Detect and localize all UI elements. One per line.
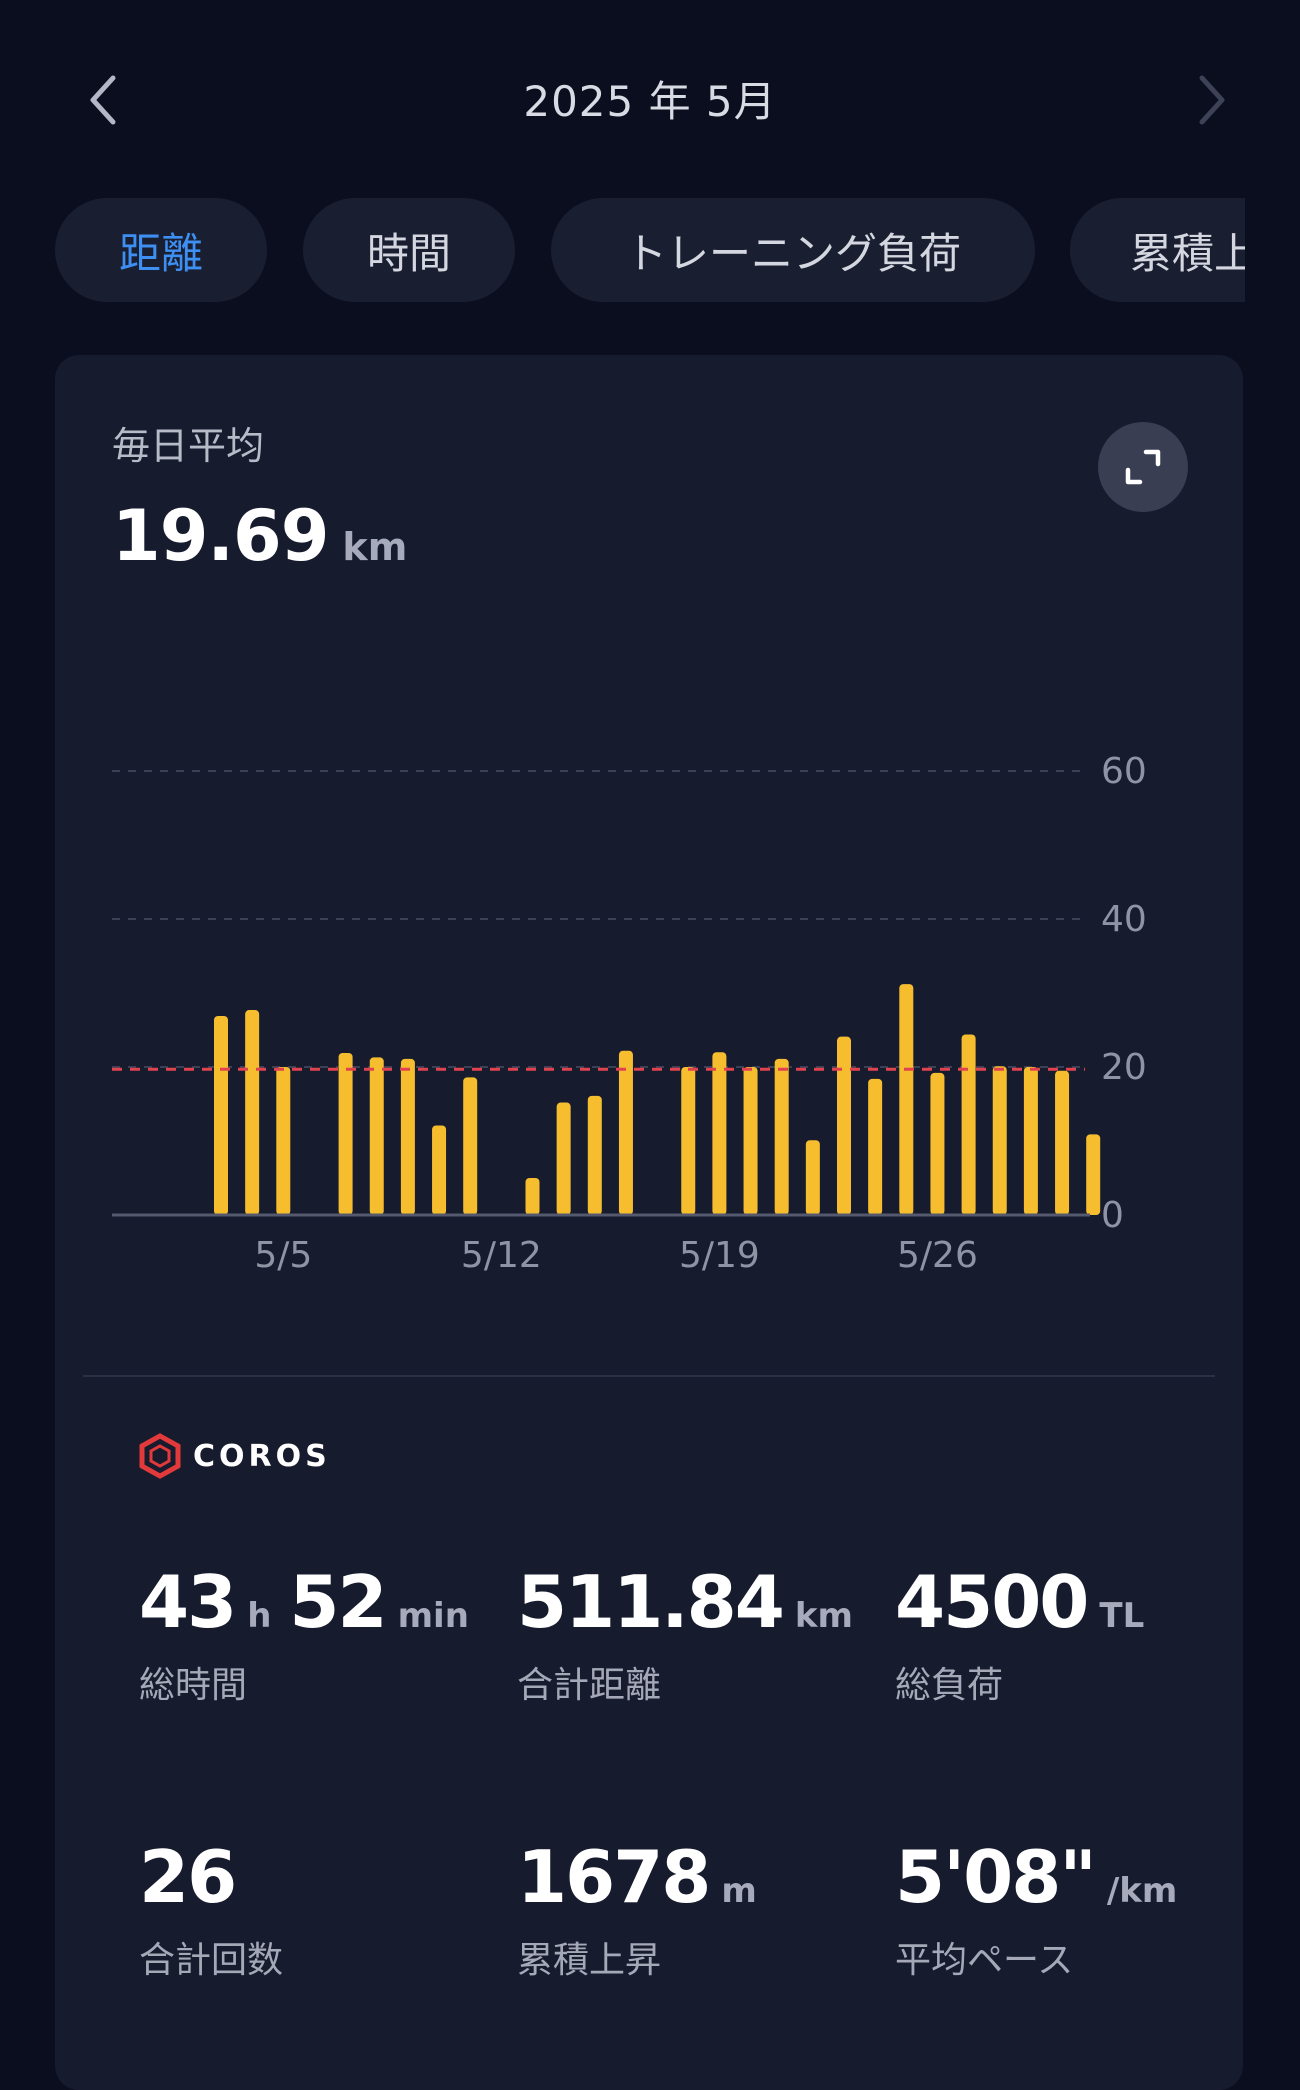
- bar: [961, 1034, 976, 1215]
- stat-label: 合計回数: [139, 1940, 284, 1981]
- stat-label: 累積上昇: [517, 1940, 662, 1981]
- bar: [774, 1058, 789, 1215]
- stat-number: 4500: [895, 1560, 1089, 1644]
- expand-chart-button[interactable]: [1098, 422, 1188, 512]
- bar: [338, 1052, 353, 1215]
- stat-label: 合計距離: [517, 1665, 662, 1706]
- bar: [805, 1140, 820, 1215]
- stat-0: 43 h 52 min 総時間: [139, 1560, 487, 1708]
- stat-unit: h: [247, 1596, 272, 1636]
- tab-training-load[interactable]: トレーニング負荷: [551, 198, 1035, 302]
- stat-unit: /km: [1106, 1871, 1178, 1911]
- bar: [743, 1067, 758, 1215]
- y-tick-label: 0: [1101, 1195, 1124, 1236]
- bar: [400, 1058, 415, 1215]
- bar: [556, 1102, 571, 1215]
- stat-label: 平均ペース: [895, 1940, 1074, 1981]
- y-tick-label: 20: [1101, 1047, 1147, 1088]
- bar: [463, 1077, 478, 1215]
- bar: [432, 1125, 447, 1215]
- stat-value: 5'08"/km: [895, 1835, 1195, 1919]
- tab-distance[interactable]: 距離: [55, 198, 267, 302]
- coros-logo-text: COROS: [193, 1438, 331, 1474]
- y-tick-label: 40: [1101, 899, 1147, 940]
- bar: [681, 1067, 696, 1215]
- bar: [369, 1057, 384, 1215]
- bar: [837, 1036, 851, 1215]
- stat-unit: TL: [1099, 1596, 1145, 1636]
- statistics-card: 毎日平均 19.69 km 0 20 40 60 5/5 5/12 5/19 5/26 CORO…: [55, 355, 1243, 2090]
- stat-value: 4500 TL: [895, 1560, 1162, 1644]
- daily-distance-chart: 0 20 40 60 5/5 5/12 5/19 5/26: [112, 751, 1147, 1276]
- stat-number: 43: [139, 1560, 237, 1644]
- x-tick-label: 5/26: [897, 1235, 978, 1276]
- stat-value: 26: [139, 1835, 283, 1919]
- bar: [587, 1095, 602, 1215]
- month-title: 2025 年 5月: [523, 77, 777, 126]
- previous-month-button[interactable]: [75, 70, 135, 130]
- bar: [1023, 1067, 1038, 1215]
- bar: [712, 1052, 727, 1215]
- daily-average-value: 19.69 km: [112, 495, 407, 577]
- chevron-right-icon: [1199, 75, 1225, 125]
- stat-2: 4500 TL 総負荷: [895, 1560, 1162, 1708]
- x-tick-label: 5/19: [679, 1235, 760, 1276]
- x-tick-label: 5/12: [461, 1235, 542, 1276]
- expand-icon: [1125, 449, 1161, 485]
- stat-5: 5'08"/km 平均ペース: [895, 1835, 1195, 1983]
- coros-logo: COROS: [137, 1433, 331, 1479]
- stat-1: 511.84 km 合計距離: [517, 1560, 871, 1708]
- bar: [930, 1072, 945, 1215]
- bar: [868, 1078, 883, 1215]
- bar: [1055, 1070, 1070, 1215]
- stat-value: 511.84 km: [517, 1560, 871, 1644]
- stat-value: 1678 m: [517, 1835, 775, 1919]
- bar: [618, 1050, 633, 1215]
- bar: [525, 1178, 540, 1215]
- stat-number: 511.84: [517, 1560, 785, 1644]
- stat-3: 26 合計回数: [139, 1835, 283, 1983]
- bar: [1086, 1134, 1101, 1215]
- stat-unit: m: [721, 1871, 757, 1911]
- daily-average-number: 19.69: [112, 495, 329, 577]
- next-month-button[interactable]: [1180, 70, 1240, 130]
- bar: [899, 984, 914, 1215]
- stat-label: 総負荷: [895, 1665, 1004, 1706]
- daily-average-label: 毎日平均: [112, 424, 265, 468]
- tab-elevation-gain[interactable]: 累積上: [1070, 198, 1245, 302]
- stat-4: 1678 m 累積上昇: [517, 1835, 775, 1983]
- coros-logo-icon: [139, 1433, 181, 1479]
- bar: [245, 1010, 260, 1215]
- bar: [276, 1067, 291, 1215]
- stat-label: 総時間: [139, 1665, 248, 1706]
- stat-number: 26: [139, 1835, 237, 1919]
- stat-unit: min: [397, 1596, 469, 1636]
- stat-number: 5'08": [895, 1835, 1097, 1919]
- stat-unit: km: [794, 1596, 853, 1636]
- metric-tabs: 距離 時間 トレーニング負荷 累積上: [55, 198, 1245, 304]
- y-tick-label: 60: [1101, 751, 1147, 792]
- x-tick-label: 5/5: [254, 1235, 312, 1276]
- stat-number: 1678: [517, 1835, 711, 1919]
- divider: [83, 1375, 1215, 1377]
- daily-average-unit: km: [342, 525, 408, 569]
- chevron-left-icon: [90, 75, 116, 125]
- stat-number: 52: [289, 1560, 387, 1644]
- bar: [214, 1015, 228, 1215]
- tab-time[interactable]: 時間: [303, 198, 515, 302]
- stat-value: 43 h 52 min: [139, 1560, 487, 1644]
- bar: [992, 1066, 1007, 1215]
